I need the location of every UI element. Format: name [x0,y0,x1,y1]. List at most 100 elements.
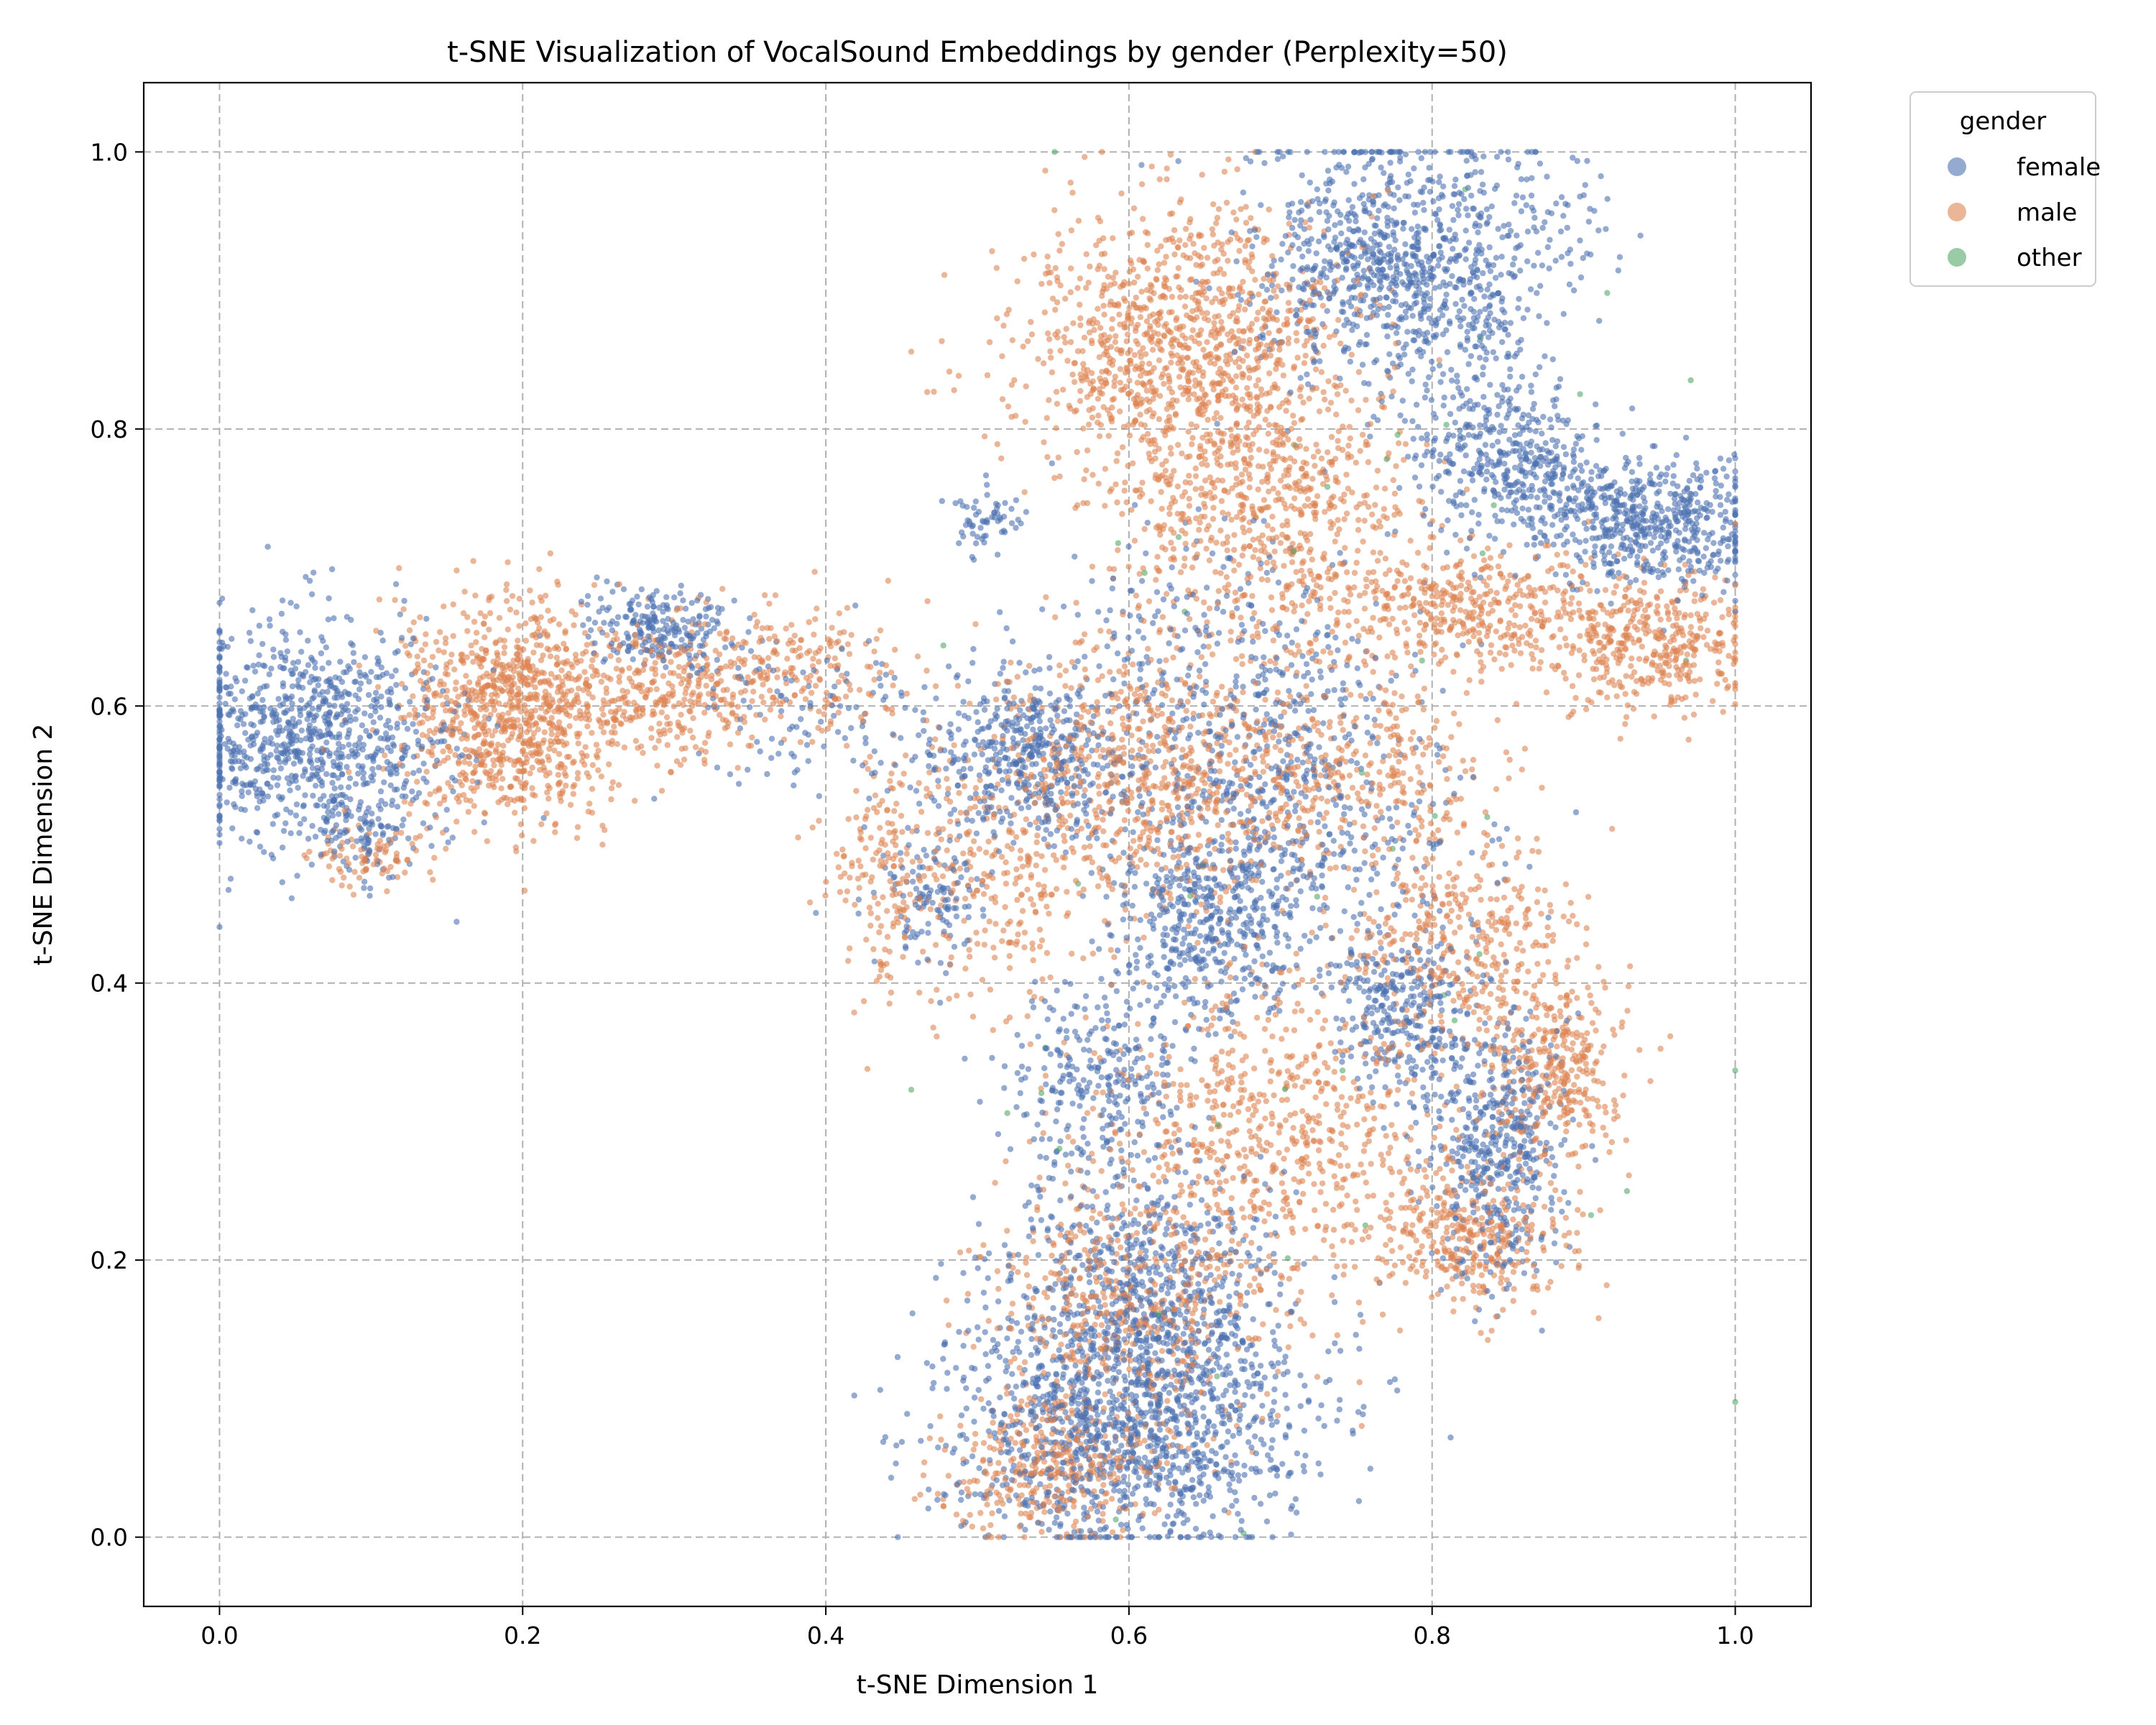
point-female [1360,1411,1366,1418]
point-male [1575,672,1583,678]
point-female [1035,824,1041,832]
point-female [1054,712,1061,719]
point-female [232,675,239,681]
point-female [323,770,330,778]
point-male [1252,547,1258,553]
point-female [245,789,252,796]
point-male [1435,759,1442,765]
point-male [823,878,829,886]
point-female [1166,640,1172,647]
point-female [1503,415,1510,421]
point-male [1294,643,1302,649]
point-male [1621,1072,1628,1079]
point-female [1095,1381,1102,1387]
point-female [331,615,337,622]
point-male [1352,1264,1358,1270]
point-female [1562,571,1570,578]
point-female [1233,998,1240,1005]
point-male [1379,1311,1386,1318]
point-male [1210,1015,1217,1021]
point-female [1455,206,1461,213]
point-female [1294,1450,1301,1457]
point-male [1322,396,1328,402]
point-female [1501,223,1507,229]
point-female [1309,277,1317,283]
point-male [1580,1211,1586,1218]
point-male [658,788,665,794]
point-male [934,1033,940,1040]
point-male [562,627,568,635]
point-male [392,597,398,603]
point-male [1396,604,1404,612]
point-female [599,630,606,636]
point-male [1126,377,1133,384]
point-male [1141,934,1147,941]
point-female [1425,374,1432,381]
point-male [1664,603,1670,610]
point-female [1121,892,1128,898]
point-male [1024,886,1031,893]
point-female [1351,180,1358,188]
point-female [1325,187,1332,194]
point-female [295,677,302,684]
point-female [971,751,978,758]
point-male [530,791,536,798]
point-male [1372,595,1379,602]
point-female [1662,478,1669,485]
point-male [1433,1170,1439,1177]
point-female [1111,1487,1118,1494]
point-male [1538,647,1545,653]
point-male [1100,1089,1106,1096]
point-female [1223,592,1230,599]
point-female [1133,1197,1140,1204]
point-female [1275,1322,1281,1329]
point-male [1551,1013,1557,1020]
point-male [1214,1202,1220,1208]
point-female [745,766,751,773]
point-female [1325,970,1332,977]
point-female [1151,1154,1158,1162]
point-male [1371,1116,1378,1122]
point-female [768,755,775,761]
point-male [1423,1226,1429,1233]
point-male [1570,568,1576,575]
point-female [974,875,980,883]
point-female [255,661,262,668]
point-male [1148,1052,1154,1059]
point-female [1593,437,1600,443]
point-male [1334,1106,1341,1113]
point-female [1439,924,1446,931]
point-male [1169,210,1176,217]
point-male [631,699,637,706]
point-male [1314,1008,1321,1016]
point-male [1220,1187,1226,1195]
point-female [1271,1386,1278,1393]
point-female [965,678,972,685]
point-male [1731,661,1737,667]
point-female [1278,858,1285,865]
point-male [1410,729,1416,735]
point-male [1508,662,1514,668]
point-male [1253,382,1260,389]
point-male [1486,574,1493,581]
point-female [1402,193,1409,200]
point-male [1047,348,1054,355]
point-female [1084,1036,1091,1044]
point-male [1108,1496,1115,1502]
point-female [1261,654,1267,661]
point-female [1201,702,1207,708]
point-male [1089,414,1096,421]
point-female [1035,1034,1041,1040]
point-male [1437,1012,1444,1019]
point-female [1307,216,1314,223]
point-female [1172,993,1179,1000]
point-female [292,812,300,819]
point-male [1127,1210,1134,1217]
point-female [1373,1068,1379,1075]
point-male [1077,387,1084,395]
point-male [1094,699,1100,706]
point-female [1179,940,1186,947]
point-female [1331,149,1337,155]
point-female [1253,707,1259,713]
point-male [1238,1263,1244,1269]
